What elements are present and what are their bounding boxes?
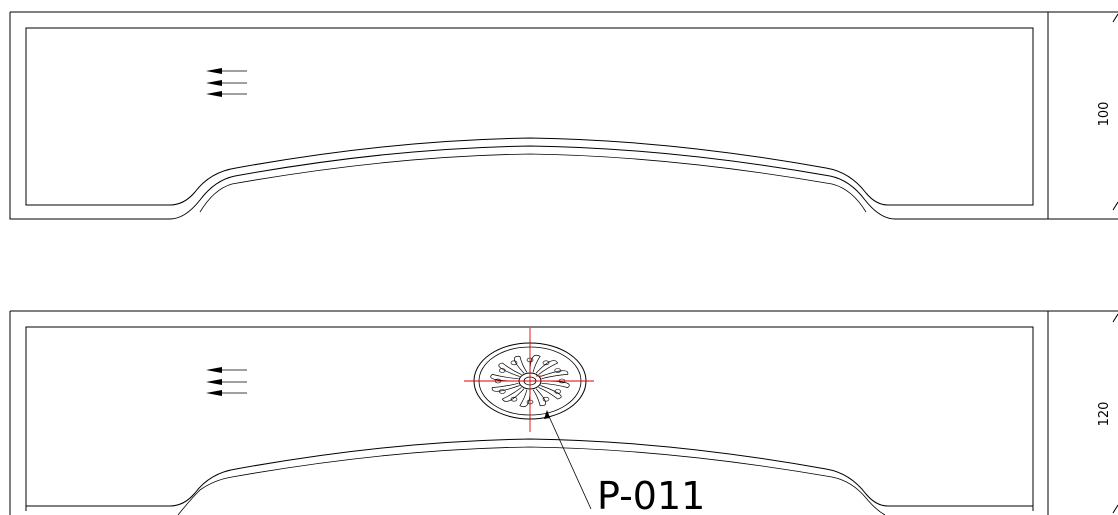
panel-bottom-dim-tick-lower — [1112, 504, 1118, 514]
rosette-petal — [541, 380, 570, 388]
panel-bottom-inner-frame — [25, 326, 1034, 511]
ornament-label: P-011 — [597, 474, 705, 515]
rosette-petal — [529, 354, 541, 373]
rosette-petal-detail — [554, 389, 562, 394]
rosette-petal-detail — [542, 396, 550, 402]
panel-top-inner-profile — [25, 27, 1034, 206]
rosette-petal — [514, 355, 528, 374]
ornament-leader-arrow — [544, 410, 550, 419]
rosette-petal-detail — [498, 368, 506, 373]
panel-top-outer-profile — [9, 11, 1118, 220]
ornament-centerlines — [464, 328, 594, 432]
ornament-leader-line — [546, 411, 592, 510]
rosette-petal-detail — [510, 360, 518, 366]
rosette-petal-detail — [542, 360, 550, 366]
rosette-petal — [519, 389, 531, 408]
panel-top-dim-tick-lower — [1112, 201, 1118, 211]
rosette-petal — [491, 382, 520, 392]
rosette-petal — [540, 370, 569, 380]
panel-bottom-outer-profile — [9, 310, 1118, 515]
panel-top-dimension: 100 — [1097, 102, 1112, 127]
panel-top: 100 — [9, 11, 1118, 220]
panel-top-dim-tick-upper — [1112, 13, 1118, 23]
grain-direction-arrows-top — [206, 68, 247, 97]
panel-bottom-groove — [177, 446, 886, 515]
grain-direction-arrows-bottom — [206, 367, 247, 396]
panel-top-groove — [199, 153, 867, 213]
rosette-petal — [538, 385, 562, 400]
rosette-petal-detail — [510, 396, 518, 402]
rosette-petal-detail — [498, 389, 506, 394]
rosette-petal — [535, 360, 559, 375]
panel-bottom: 120 P-011 — [9, 310, 1118, 515]
rosette-petal — [490, 374, 519, 382]
panel-bottom-dimension: 120 — [1097, 402, 1112, 427]
rosette-petal — [498, 362, 522, 377]
rosette-petal — [532, 388, 546, 407]
panel-bottom-inner-profile — [26, 438, 1033, 507]
rosette-petal — [501, 387, 525, 402]
panel-bottom-dim-tick-upper — [1112, 313, 1118, 323]
rosette-petal-detail — [554, 368, 562, 373]
